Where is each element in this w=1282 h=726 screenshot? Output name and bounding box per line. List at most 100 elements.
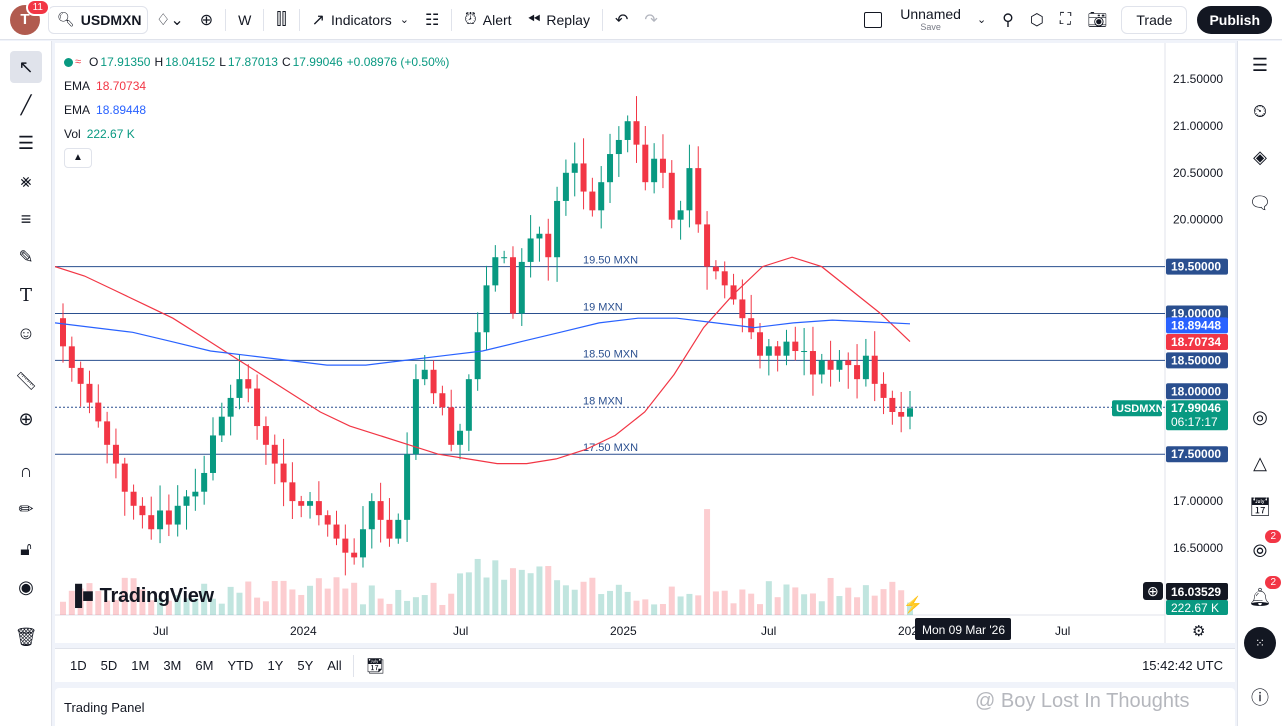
text-tool[interactable]: T (10, 279, 42, 311)
candle-body (430, 369, 437, 394)
range-all[interactable]: All (327, 658, 342, 673)
lock-drawings-tool[interactable]: 🔓︎ (10, 533, 42, 565)
volume-bar (704, 509, 711, 615)
volume-bar (192, 598, 199, 615)
trading-panel-tab[interactable]: Trading Panel (55, 688, 1235, 726)
level-label-3: 18.50 MXN (583, 348, 638, 360)
time-label: 202 (898, 624, 918, 638)
candle-body (439, 393, 446, 408)
snapshot-button[interactable]: 📷︎ (1079, 5, 1115, 35)
zoom-tool[interactable]: ⊕ (10, 403, 42, 435)
horizontal-lines-tool[interactable]: ☰ (10, 127, 42, 159)
range-ytd[interactable]: YTD (227, 658, 254, 673)
range-5d[interactable]: 5D (100, 658, 118, 673)
candle-body (757, 332, 764, 356)
volume-row[interactable]: Vol 222.67 K (64, 122, 453, 146)
fullscreen-button[interactable]: ⛶ (1052, 5, 1079, 35)
range-1d[interactable]: 1D (70, 658, 87, 673)
layouts-button[interactable]: ☷ (417, 5, 447, 35)
price-tick: 20.00000 (1173, 213, 1223, 227)
brush-tool[interactable]: ✎ (10, 241, 42, 273)
chat-button[interactable]: 🗨︎ (1244, 187, 1276, 219)
redo-button[interactable]: ↷ (636, 5, 665, 35)
tag-18: 18.00000 (1171, 384, 1221, 398)
undo-button[interactable]: ↶ (607, 5, 636, 35)
range-6m[interactable]: 6M (195, 658, 214, 673)
range-1y[interactable]: 1Y (267, 658, 284, 673)
watchlist-button[interactable]: ☰ (1244, 49, 1276, 81)
price-tick: 17.00000 (1173, 494, 1223, 508)
candle-body (889, 397, 896, 412)
range-5y[interactable]: 5Y (297, 658, 314, 673)
measure-tool[interactable]: 📏︎ (10, 365, 42, 397)
layout-save-hint: Save (920, 22, 941, 32)
calendar-range-icon[interactable]: 📆︎ (365, 657, 385, 675)
publish-button[interactable]: Publish (1197, 5, 1272, 34)
symbol-search[interactable]: 🔍︎ USDMXN (48, 5, 148, 34)
volume-bar (95, 591, 102, 615)
user-avatar[interactable]: T 11 (10, 0, 50, 35)
price-chart[interactable]: 19.50 MXN 19 MXN 18.50 MXN 18 MXN 17.50 MXN ⚡… (55, 43, 1235, 643)
range-1m[interactable]: 1M (131, 658, 150, 673)
magnet-tool[interactable]: ∩ (10, 455, 42, 487)
volume-bar (280, 580, 287, 615)
candle-body (554, 200, 561, 258)
interval-label: W (238, 11, 252, 28)
ema1-row[interactable]: EMA 18.70734 (64, 74, 453, 98)
alert-button[interactable]: ⏰︎ Alert (456, 5, 519, 35)
cursor-tool[interactable]: ↖ (10, 51, 42, 83)
news-feed-button[interactable]: ⦾ 2 (1244, 529, 1282, 567)
notifications-button[interactable]: 🔔︎ 2 (1244, 575, 1282, 613)
candle-body (712, 266, 719, 272)
volume-tag: 222.67 K (1171, 601, 1219, 615)
compare-symbol-button[interactable]: ♢⌄ (148, 5, 192, 35)
target-button[interactable]: ◎ (1244, 401, 1276, 433)
volume-bar (342, 588, 349, 615)
candle-body (677, 210, 684, 220)
hide-drawings-tool[interactable]: ◉ (10, 571, 42, 603)
clock[interactable]: 15:42:42 UTC (1142, 658, 1223, 673)
volume-bar (871, 595, 878, 615)
crosshair-date: Mon 09 Mar '26 (922, 623, 1005, 637)
calendar-button[interactable]: 📅︎ (1244, 491, 1276, 523)
quick-search-button[interactable]: ⚲ (994, 5, 1022, 35)
volume-bar (889, 581, 896, 615)
layout-menu-button[interactable]: Unnamed Save ⌄ (856, 5, 994, 35)
pattern-tool[interactable]: ⨳ (10, 165, 42, 197)
alerts-panel-button[interactable]: ⏲︎ (1244, 95, 1276, 127)
low-label: L (219, 55, 226, 69)
interval-button[interactable]: W (230, 5, 259, 35)
apps-button[interactable]: ⁙ (1244, 627, 1276, 659)
ideas-button[interactable]: △ (1244, 447, 1276, 479)
price-tick: 21.00000 (1173, 119, 1223, 133)
trade-label: Trade (1136, 11, 1173, 28)
remove-drawings-tool[interactable]: 🗑︎ (10, 621, 42, 653)
indicators-button[interactable]: ↗ Indicators ⌄ (304, 5, 417, 35)
ema2-row[interactable]: EMA 18.89448 (64, 98, 453, 122)
range-3m[interactable]: 3M (163, 658, 182, 673)
volume-bar (633, 600, 640, 615)
settings-button[interactable]: ⬡ (1022, 5, 1052, 35)
candle-body (395, 519, 402, 539)
tag-ema1: 18.70734 (1171, 335, 1221, 349)
volume-bar (395, 589, 402, 615)
ohlc-row: ≈ O 17.91350 H 18.04152 L 17.87013 C 17.9904… (64, 50, 453, 74)
pencil-lock-icon: ✏ (18, 498, 34, 519)
object-tree-button[interactable]: ◈ (1244, 141, 1276, 173)
chart-type-button[interactable]: ⫿⫿ (268, 5, 294, 35)
replay-button[interactable]: ⏪︎ Replay (520, 5, 598, 35)
fib-tool[interactable]: ≡ (10, 203, 42, 235)
volume-bar (465, 572, 472, 615)
trendline-tool[interactable]: ╱ (10, 89, 42, 121)
candle-body (615, 139, 622, 155)
chart-pane[interactable]: 19.50 MXN 19 MXN 18.50 MXN 18 MXN 17.50 MXN ⚡… (55, 43, 1235, 643)
stay-drawing-tool[interactable]: ✏ (10, 493, 42, 525)
watermark: @ Boy Lost In Thoughts (975, 690, 1190, 713)
trade-button[interactable]: Trade (1121, 5, 1188, 34)
volume-bar (245, 581, 252, 615)
collapse-legend-button[interactable]: ▲ (64, 148, 92, 168)
help-button[interactable]: ⓘ (1244, 681, 1276, 713)
logo-text: TradingView (99, 585, 214, 607)
add-symbol-button[interactable]: ⊕ (192, 5, 221, 35)
emoji-tool[interactable]: ☺ (10, 317, 42, 349)
